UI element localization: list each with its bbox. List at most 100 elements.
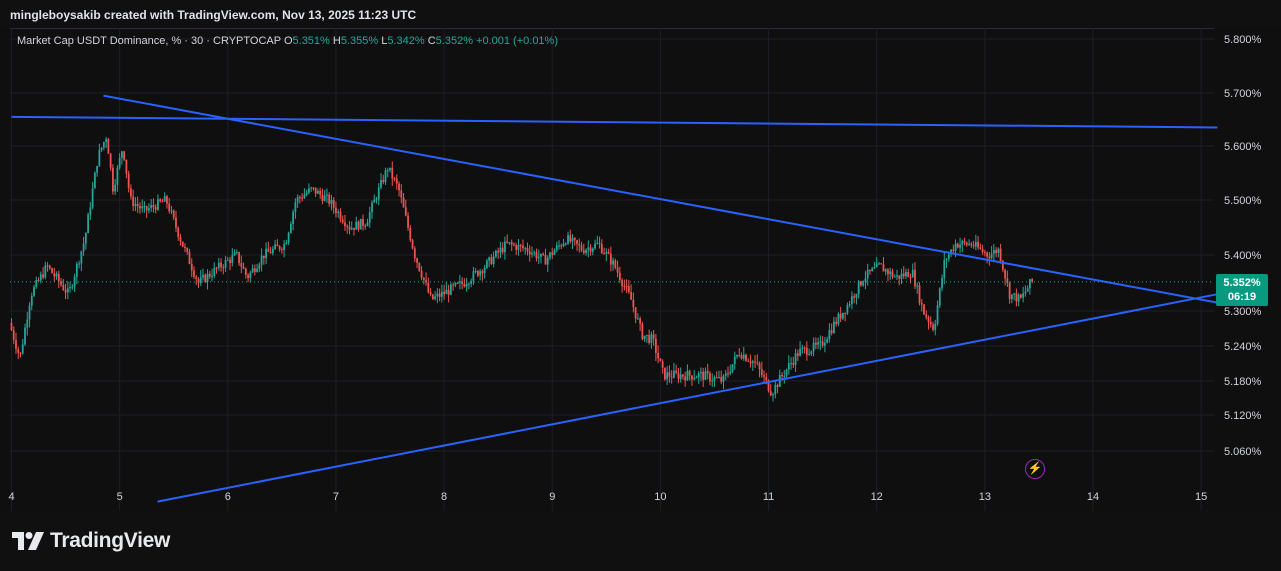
candle-body [596, 243, 599, 245]
candle-body [75, 263, 78, 277]
candle-body [848, 304, 851, 306]
candle-body [758, 363, 761, 370]
candle-body [362, 218, 364, 226]
candle-body [287, 232, 290, 243]
candle-body [19, 352, 22, 354]
candle-body [618, 272, 621, 281]
candle-body [472, 271, 475, 281]
candle-body [413, 248, 416, 259]
candle-body [168, 203, 171, 212]
candle-body [285, 242, 288, 245]
candle-body [1004, 269, 1007, 279]
tradingview-logo[interactable]: TradingView [12, 528, 170, 554]
candle-body [612, 260, 614, 265]
candle-body [258, 264, 261, 269]
candle-body [988, 256, 991, 259]
candle-body [785, 369, 788, 376]
lightning-icon[interactable]: ⚡ [1025, 459, 1045, 479]
candle-body [262, 255, 265, 259]
candle-body [952, 249, 955, 251]
candle-body [199, 277, 202, 284]
candle-body [650, 334, 653, 343]
candle-body [499, 247, 502, 253]
candle-body [53, 273, 56, 277]
candle-body [990, 253, 993, 259]
candle-body [391, 167, 394, 179]
candle-body [359, 218, 362, 230]
candle-body [422, 277, 425, 280]
x-tick-label: 14 [1087, 491, 1099, 503]
candle-body [846, 305, 849, 314]
candle-body [253, 268, 256, 272]
x-tick-label: 7 [333, 491, 339, 503]
candle-body [817, 342, 820, 345]
symbol-legend[interactable]: Market Cap USDT Dominance, % · 30 · CRYP… [17, 35, 558, 47]
candle-body [569, 235, 572, 242]
candle-body [891, 271, 894, 277]
candle-body [531, 252, 533, 255]
candle-body [235, 252, 238, 254]
candle-body [274, 244, 277, 249]
candle-body [310, 187, 313, 189]
candle-body [39, 274, 42, 281]
candle-body [256, 268, 258, 272]
candle-body [670, 376, 673, 378]
chart-pane[interactable] [10, 28, 1214, 513]
candle-body [420, 270, 423, 278]
y-tick-label: 5.060% [1224, 446, 1262, 458]
candle-body [337, 211, 340, 214]
candle-body [127, 173, 130, 189]
candle-body [695, 377, 698, 379]
candle-body [193, 270, 195, 277]
candle-body [1020, 294, 1022, 298]
candle-body [197, 279, 200, 284]
candle-body [353, 227, 355, 230]
candle-body [470, 280, 473, 284]
candle-body [404, 207, 407, 216]
time-axis: 4 5 6 7 8 9 10 11 12 13 14 15 [8, 491, 1207, 503]
candle-body [600, 243, 603, 253]
candle-body [880, 263, 883, 265]
candle-body [709, 373, 711, 382]
candle-body [603, 252, 605, 254]
candle-body [28, 305, 31, 320]
candle-body [979, 247, 982, 249]
candle-body [713, 377, 716, 381]
candle-body [666, 372, 669, 380]
candle-body [711, 380, 714, 382]
legend-low-value: 5.342% [387, 35, 425, 47]
x-tick-label: 13 [979, 491, 991, 503]
candle-body [589, 247, 592, 252]
candle-body [803, 347, 806, 349]
candle-body [10, 322, 13, 331]
candle-body [898, 275, 901, 279]
candle-body [479, 271, 482, 276]
candle-body [217, 262, 220, 269]
candle-body [476, 270, 479, 276]
candle-body [395, 178, 398, 184]
candle-body [456, 282, 459, 284]
candle-body [132, 196, 135, 206]
candle-body [136, 203, 139, 207]
candle-body [33, 287, 35, 296]
candle-body [742, 354, 745, 359]
candle-body [215, 267, 218, 269]
candle-body [519, 244, 522, 246]
candle-body [636, 318, 639, 320]
candle-body [510, 242, 513, 245]
candle-body [814, 342, 817, 345]
candle-body [445, 289, 448, 295]
candle-body [330, 199, 333, 204]
candle-body [60, 281, 62, 285]
candle-body [377, 187, 380, 200]
candle-body [506, 241, 509, 243]
legend-high-value: 5.355% [340, 35, 379, 47]
x-tick-label: 4 [8, 491, 14, 503]
candle-body [528, 251, 531, 255]
candle-body [763, 375, 765, 377]
candle-body [93, 172, 96, 189]
candle-body [691, 375, 693, 380]
candle-body [373, 199, 376, 203]
legend-open-value: 5.351% [292, 35, 330, 47]
